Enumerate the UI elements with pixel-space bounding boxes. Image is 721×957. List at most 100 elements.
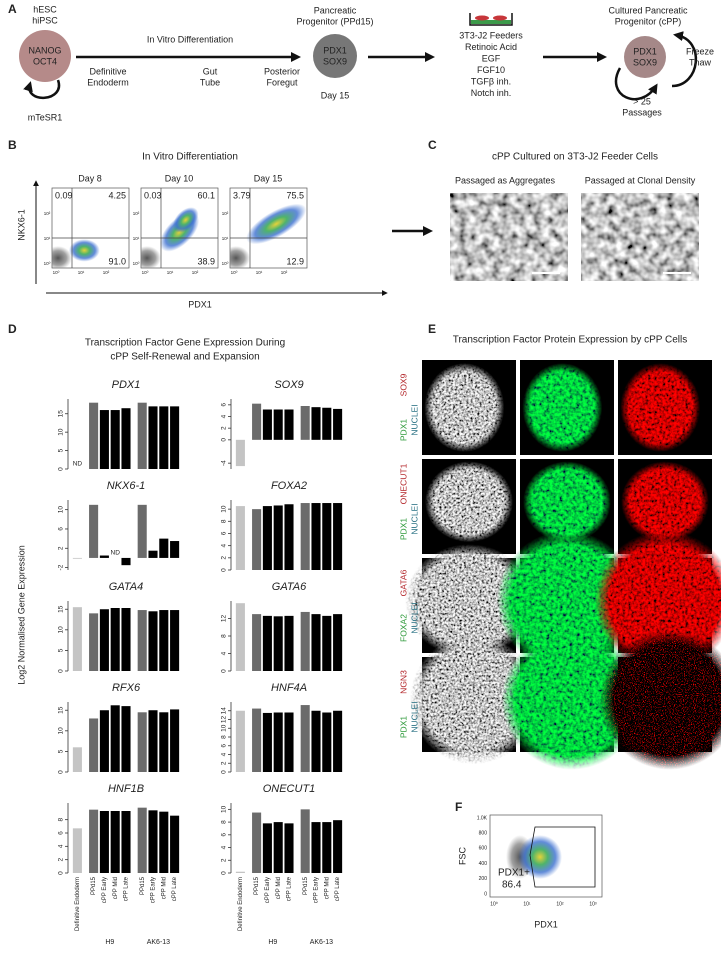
x-tick-label: cPP Mid bbox=[324, 877, 330, 899]
value-label: ND bbox=[73, 461, 83, 468]
y-tick-label: 10² bbox=[133, 211, 140, 216]
y-tick-label: -2 bbox=[58, 564, 65, 570]
micrograph bbox=[497, 530, 637, 671]
positive-cloud bbox=[518, 835, 562, 879]
axis-label: PDX1 bbox=[188, 299, 212, 309]
x-tick-label: PPd15 bbox=[91, 876, 97, 895]
stage: Endoderm bbox=[87, 77, 129, 87]
y-tick-label: 0 bbox=[58, 669, 65, 673]
x-tick-label: cPP Early bbox=[265, 877, 271, 903]
marker: NANOG bbox=[28, 45, 61, 55]
quadrant-value: 75.5 bbox=[286, 190, 304, 200]
bar bbox=[284, 823, 294, 873]
positive-cloud bbox=[172, 207, 199, 233]
chart-title: RFX6 bbox=[112, 682, 141, 694]
y-tick-label: 10⁰ bbox=[133, 261, 140, 266]
gate-label: PDX1+ bbox=[498, 868, 530, 879]
y-tick-label: 10¹ bbox=[133, 236, 140, 241]
bar bbox=[322, 407, 332, 440]
bar bbox=[121, 408, 131, 469]
stain-label: PDX1 bbox=[398, 419, 408, 441]
positive-cloud bbox=[246, 203, 307, 245]
dish-cells bbox=[475, 15, 489, 21]
bar bbox=[137, 610, 147, 671]
bar bbox=[311, 503, 321, 570]
day-label: Day 10 bbox=[165, 173, 194, 183]
bar bbox=[137, 504, 147, 558]
bar bbox=[148, 406, 158, 469]
x-tick-label: 10² bbox=[103, 270, 110, 275]
x-tick-label: cPP Mid bbox=[161, 877, 167, 899]
condition: 3T3-J2 Feeders bbox=[459, 30, 523, 40]
y-tick-label: 10¹ bbox=[44, 236, 51, 241]
y-tick-label: 0 bbox=[221, 871, 228, 875]
condition: Retinoic Acid bbox=[465, 42, 517, 52]
x-tick-label: cPP Early bbox=[151, 877, 157, 903]
y-tick-label: 8 bbox=[58, 817, 65, 821]
y-tick-label: 0 bbox=[484, 891, 487, 897]
chart-title: GATA6 bbox=[272, 581, 307, 593]
freeze-thaw: Freeze bbox=[686, 46, 714, 56]
gate-value: 86.4 bbox=[502, 880, 522, 891]
y-tick-label: 10 bbox=[221, 805, 228, 813]
bar bbox=[89, 613, 99, 671]
negative-cloud bbox=[52, 246, 72, 268]
image-label: Passaged as Aggregates bbox=[455, 175, 556, 185]
bar bbox=[333, 408, 343, 440]
y-tick-label: 10² bbox=[44, 211, 51, 216]
x-tick-label: cPP Mid bbox=[113, 877, 119, 899]
chart-title: GATA4 bbox=[109, 581, 143, 593]
bar bbox=[284, 409, 294, 440]
chart-title: HNF4A bbox=[271, 682, 307, 694]
stain-label: SOX9 bbox=[398, 373, 408, 396]
y-tick-label: 2 bbox=[221, 556, 228, 560]
stage: Posterior bbox=[264, 66, 300, 76]
y-tick-label: 6 bbox=[221, 744, 228, 748]
x-tick-label: 10² bbox=[192, 270, 199, 275]
stain-label: NUCLEI bbox=[409, 602, 419, 633]
cultured-title: Cultured Pancreatic bbox=[608, 5, 688, 15]
stain-label: FOXA2 bbox=[398, 614, 408, 642]
x-tick-label: 10² bbox=[281, 270, 288, 275]
bar bbox=[72, 607, 82, 671]
passages: > 25 bbox=[633, 96, 651, 106]
y-tick-label: 6 bbox=[221, 833, 228, 837]
bar bbox=[110, 608, 120, 671]
stain-label: NUCLEI bbox=[409, 503, 419, 534]
x-tick-label: 10¹ bbox=[78, 270, 85, 275]
y-tick-label: 4 bbox=[221, 651, 228, 655]
bar bbox=[284, 712, 294, 772]
quadrant-value: 0.09 bbox=[55, 190, 73, 200]
bar bbox=[300, 705, 310, 772]
bar bbox=[159, 610, 169, 671]
bar bbox=[170, 610, 180, 671]
y-tick-label: 0 bbox=[58, 770, 65, 774]
day-label: Day 8 bbox=[78, 173, 102, 183]
x-tick-label: 10⁰ bbox=[490, 901, 498, 907]
y-tick-label: 0 bbox=[221, 568, 228, 572]
y-tick-label: 0 bbox=[58, 871, 65, 875]
gate bbox=[529, 826, 596, 888]
y-tick-label: 400 bbox=[479, 861, 488, 867]
bar bbox=[273, 409, 283, 440]
bar bbox=[300, 406, 310, 440]
dish-cells bbox=[493, 15, 507, 21]
cell-source: hESC bbox=[33, 4, 57, 14]
x-tick-label: 10⁰ bbox=[53, 270, 60, 275]
y-tick-label: 5 bbox=[58, 448, 65, 452]
axis-label: PDX1 bbox=[534, 919, 558, 929]
y-tick-label: 8 bbox=[221, 519, 228, 523]
bar bbox=[99, 710, 109, 772]
marker: SOX9 bbox=[323, 56, 347, 66]
condition: EGF bbox=[482, 53, 501, 63]
positive-cloud bbox=[68, 239, 100, 262]
panel-letter: C bbox=[428, 138, 437, 152]
bar bbox=[235, 710, 245, 772]
self-renewal-arrow bbox=[23, 79, 61, 99]
bar bbox=[170, 541, 180, 558]
panel-letter: E bbox=[428, 322, 436, 336]
bar bbox=[99, 811, 109, 873]
micrograph bbox=[405, 544, 533, 658]
stage: Tube bbox=[200, 77, 220, 87]
y-tick-label: 4 bbox=[221, 543, 228, 547]
